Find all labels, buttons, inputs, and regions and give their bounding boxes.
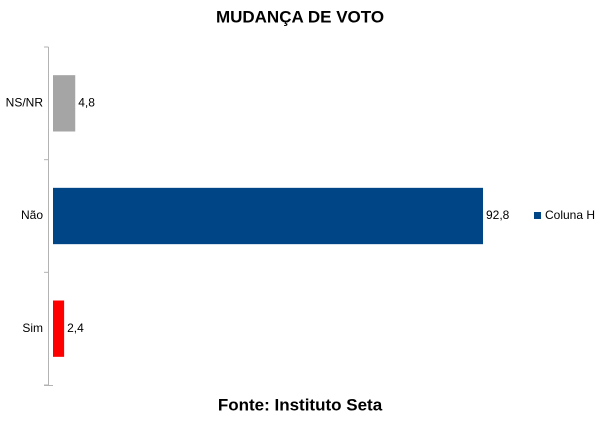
y-tick-label: NS/NR	[6, 96, 44, 110]
bar	[53, 75, 76, 132]
legend-swatch	[534, 212, 541, 219]
y-tick-label: Não	[21, 208, 43, 222]
chart-title: MUDANÇA DE VOTO	[216, 7, 384, 26]
y-tick-label: Sim	[22, 321, 43, 335]
value-label: 4,8	[78, 96, 95, 110]
bar	[53, 187, 483, 245]
legend-label: Coluna H	[545, 208, 595, 222]
value-label: 92,8	[486, 208, 510, 222]
bar	[53, 300, 65, 357]
chart-source: Fonte: Instituto Seta	[218, 395, 383, 414]
value-label: 2,4	[67, 321, 84, 335]
